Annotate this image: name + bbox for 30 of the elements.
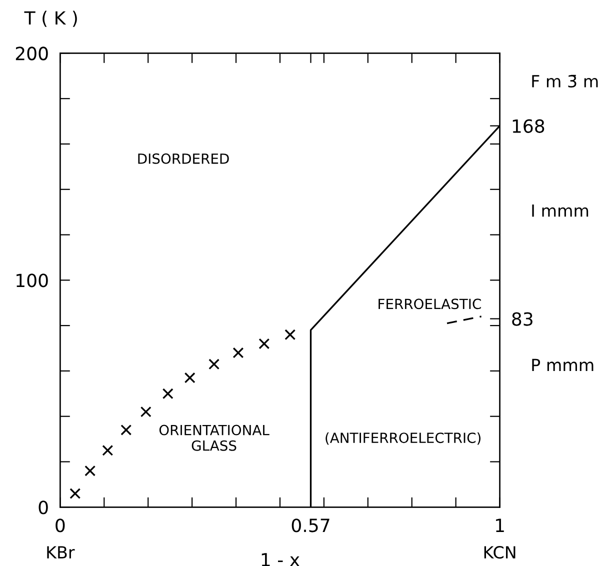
point <box>140 406 152 418</box>
x-tick-label: 0.57 <box>292 518 330 532</box>
point <box>184 372 196 384</box>
x-tick-label: 1 <box>496 518 504 532</box>
y-axis-title: T ( K ) <box>24 10 77 27</box>
annotation: DISORDERED <box>138 153 229 164</box>
y-tick-label: 200 <box>16 46 48 60</box>
text: KCN <box>484 546 516 559</box>
point <box>208 358 220 370</box>
x-tick-label: 0 <box>56 518 65 532</box>
annotation: FERROELASTIC <box>378 298 481 310</box>
x-axis-title: 1 - x <box>262 553 300 566</box>
point <box>258 338 270 350</box>
text: P mmm <box>532 358 594 372</box>
point <box>84 465 96 476</box>
point <box>284 329 296 340</box>
point <box>70 488 81 500</box>
point <box>232 347 244 358</box>
point <box>120 424 132 436</box>
point <box>162 388 174 400</box>
y2-tick-label: 83 <box>512 312 532 326</box>
text: F m 3̄ m <box>532 74 598 88</box>
annotation: ORIENTATIONAL GLASS <box>159 424 270 451</box>
y2-tick-label: 168 <box>512 119 544 133</box>
point <box>102 444 114 456</box>
text: I mmm <box>532 204 588 217</box>
y-tick-label: 0 <box>38 500 48 514</box>
text: KBr <box>47 546 75 558</box>
y-tick-label: 100 <box>16 274 48 288</box>
annotation: (ANTIFERROELECTRIC) <box>326 432 480 445</box>
